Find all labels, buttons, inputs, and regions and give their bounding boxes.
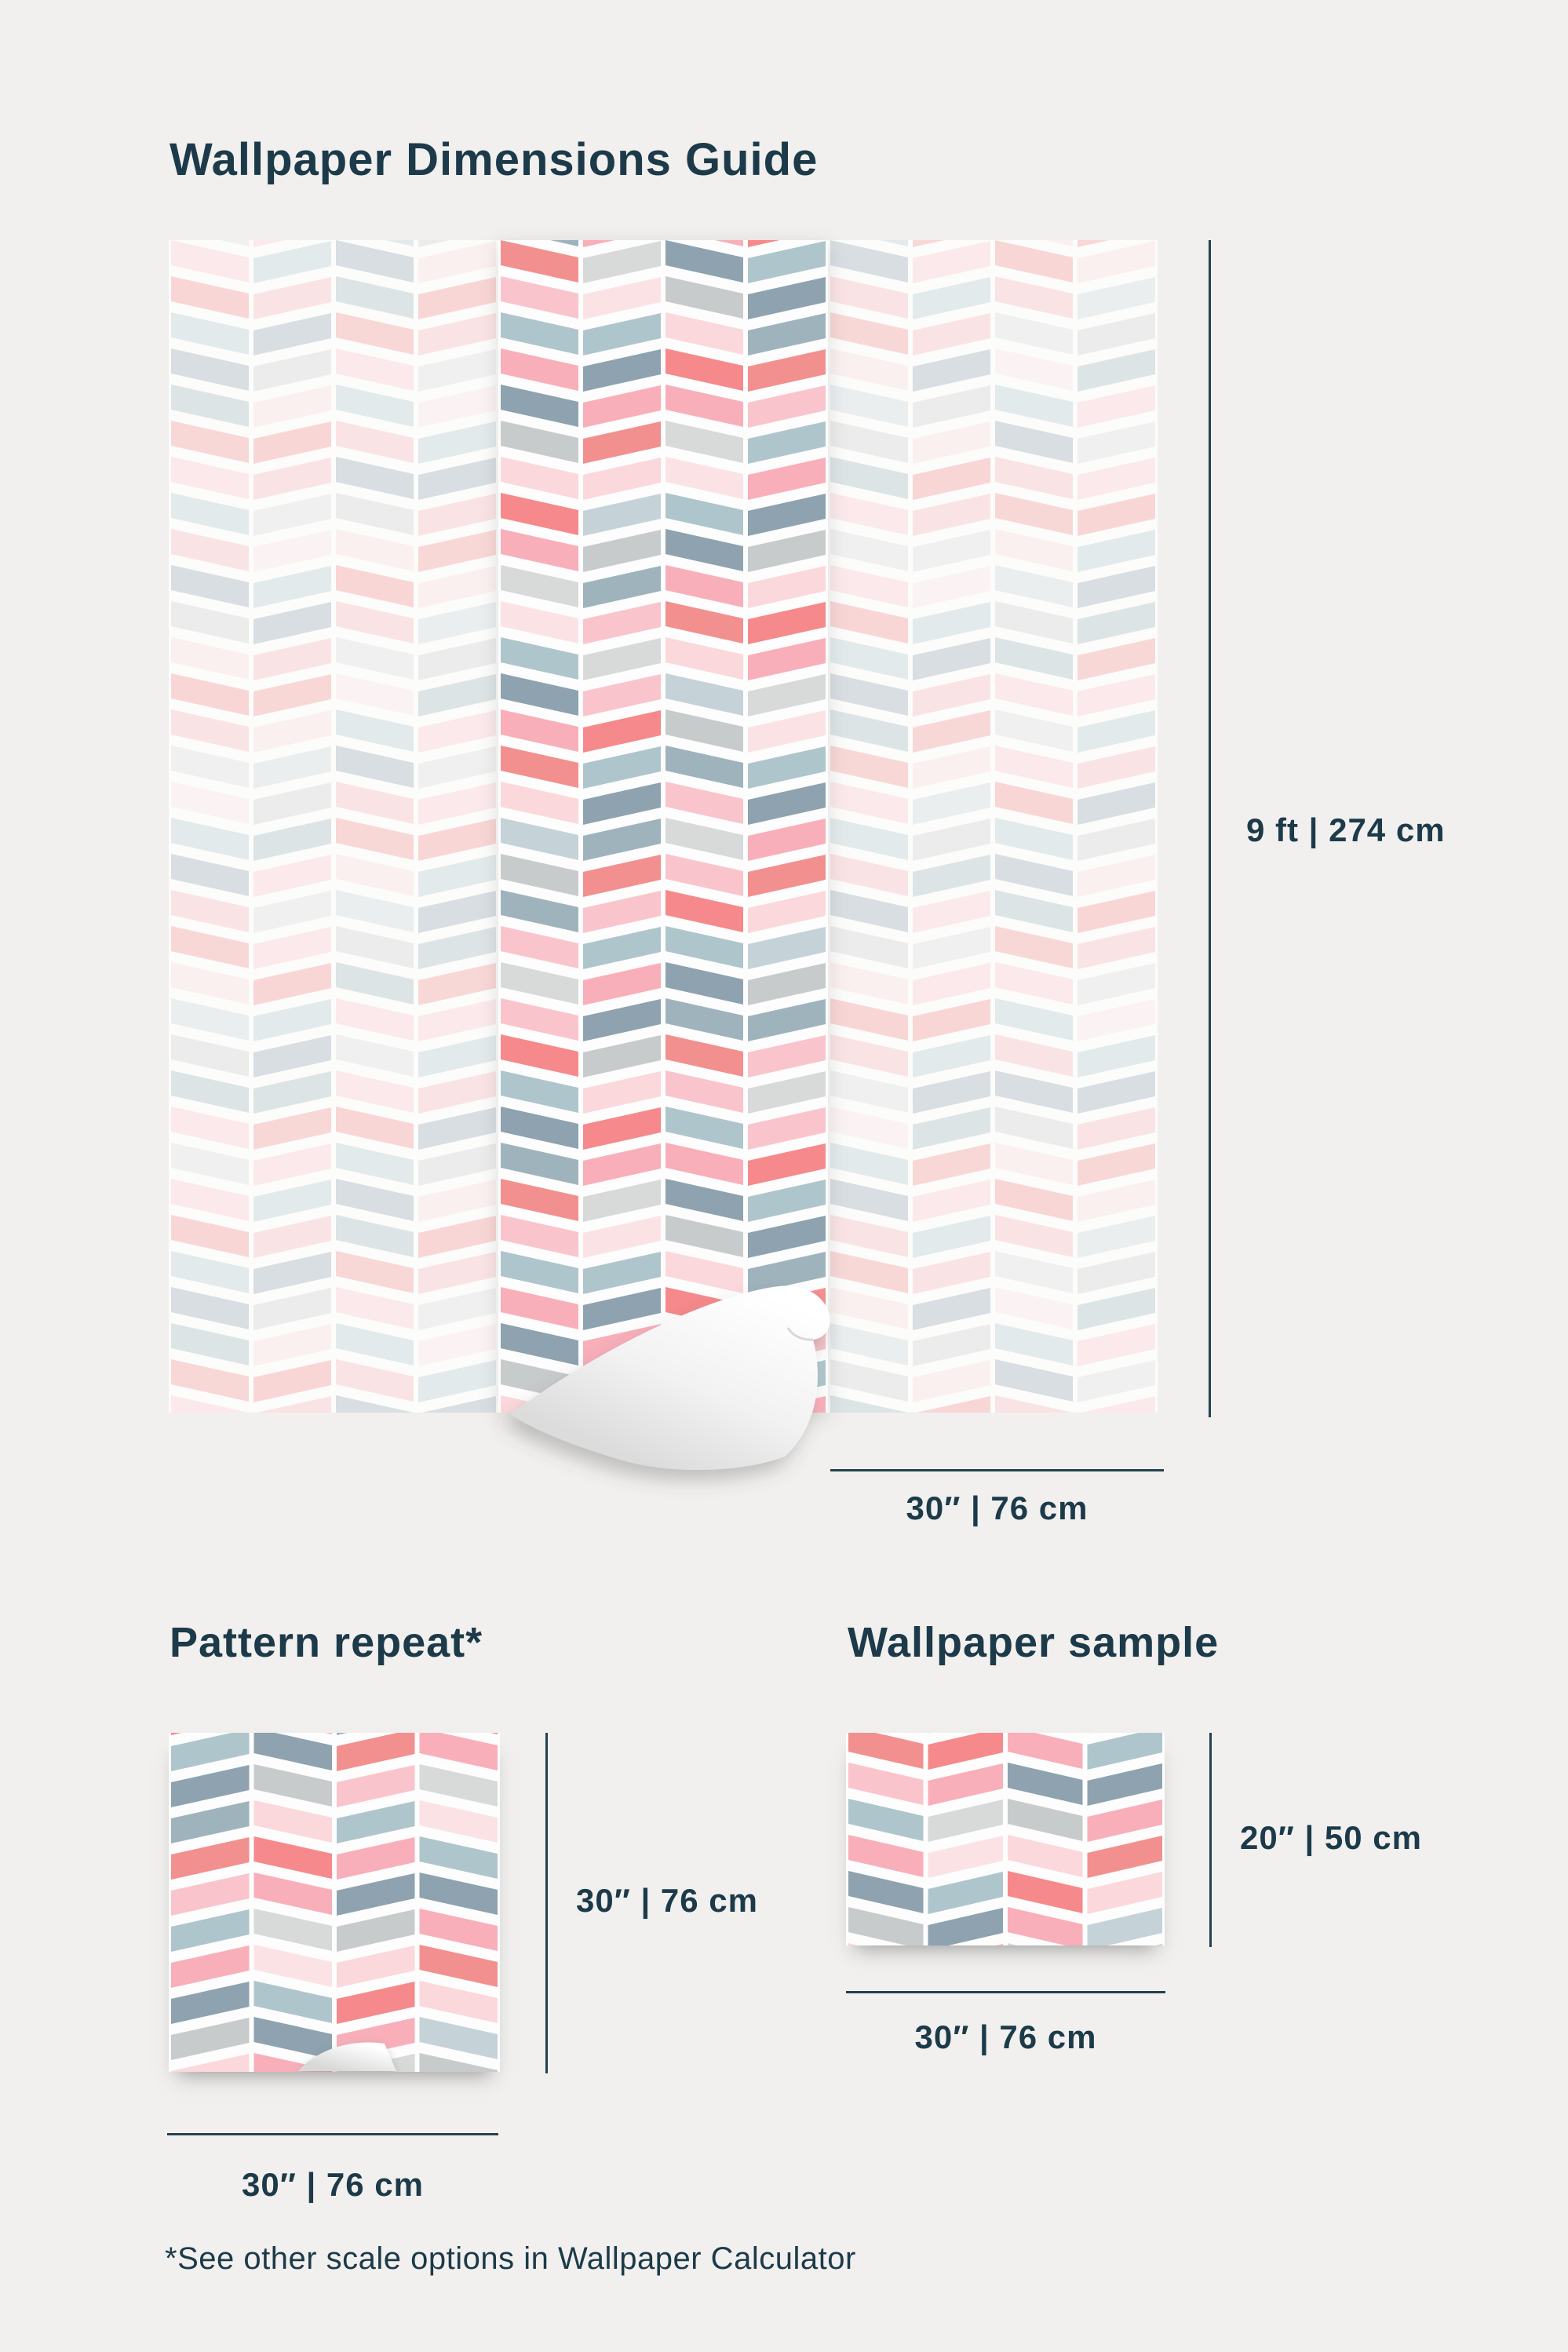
sample-width-label: 30″ | 76 cm: [914, 2018, 1097, 2055]
sample-height-label: 20″ | 50 cm: [1240, 1819, 1423, 1856]
sample-width-dimension-line: [846, 1991, 1165, 1993]
wallpaper-sample-chevrons: [848, 1733, 1162, 1945]
sample-height-dimension-line: [1209, 1733, 1212, 1947]
roll-chevron-pattern: [501, 240, 826, 1413]
mural-height-label: 9 ft | 274 cm: [1246, 811, 1446, 848]
page-curl-icon: [510, 1285, 830, 1471]
wallpaper-roll-strip: [498, 240, 828, 1413]
mural-width-label: 30″ | 76 cm: [906, 1490, 1088, 1526]
mural-height-dimension-line: [1209, 240, 1211, 1417]
pattern-repeat-height-label: 30″ | 76 cm: [576, 1882, 759, 1919]
pattern-repeat-chevrons: [171, 1733, 498, 2072]
page-title: Wallpaper Dimensions Guide: [170, 134, 819, 185]
footnote: *See other scale options in Wallpaper Ca…: [165, 2241, 856, 2276]
pattern-repeat-heading: Pattern repeat*: [170, 1619, 483, 1666]
pattern-repeat-width-label: 30″ | 76 cm: [241, 2166, 424, 2203]
small-page-curl-icon: [298, 2042, 396, 2071]
wallpaper-sample-swatch: [846, 1733, 1165, 1945]
mural-width-dimension-line: [830, 1469, 1164, 1471]
pattern-repeat-width-dimension-line: [167, 2133, 498, 2135]
pattern-repeat-swatch: [169, 1733, 500, 2072]
wallpaper-sample-heading: Wallpaper sample: [848, 1619, 1220, 1666]
pattern-repeat-height-dimension-line: [545, 1733, 548, 2073]
